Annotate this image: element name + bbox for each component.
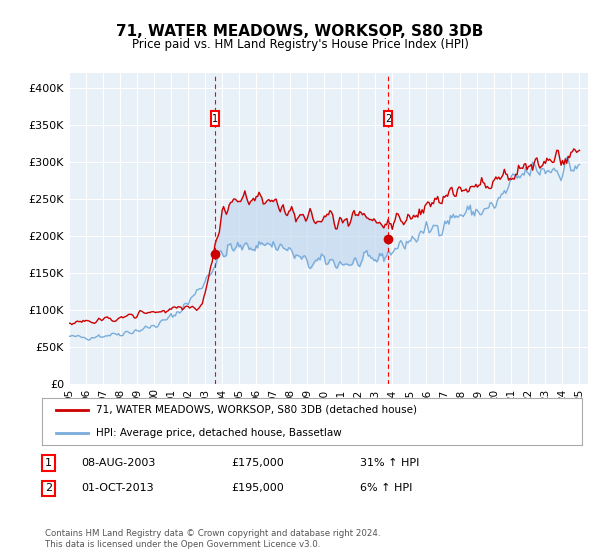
Text: 6% ↑ HPI: 6% ↑ HPI xyxy=(360,483,412,493)
Text: 1: 1 xyxy=(45,458,52,468)
Text: Contains HM Land Registry data © Crown copyright and database right 2024.
This d: Contains HM Land Registry data © Crown c… xyxy=(45,529,380,549)
Text: 2: 2 xyxy=(385,114,391,124)
Text: 2: 2 xyxy=(45,483,52,493)
Text: 08-AUG-2003: 08-AUG-2003 xyxy=(81,458,155,468)
Text: HPI: Average price, detached house, Bassetlaw: HPI: Average price, detached house, Bass… xyxy=(96,428,342,438)
Text: 01-OCT-2013: 01-OCT-2013 xyxy=(81,483,154,493)
Text: 1: 1 xyxy=(212,114,218,124)
Bar xyxy=(211,111,219,126)
Text: Price paid vs. HM Land Registry's House Price Index (HPI): Price paid vs. HM Land Registry's House … xyxy=(131,38,469,50)
Text: 71, WATER MEADOWS, WORKSOP, S80 3DB: 71, WATER MEADOWS, WORKSOP, S80 3DB xyxy=(116,24,484,39)
Text: £195,000: £195,000 xyxy=(231,483,284,493)
Text: £175,000: £175,000 xyxy=(231,458,284,468)
Text: 31% ↑ HPI: 31% ↑ HPI xyxy=(360,458,419,468)
Bar xyxy=(384,111,392,126)
Text: 71, WATER MEADOWS, WORKSOP, S80 3DB (detached house): 71, WATER MEADOWS, WORKSOP, S80 3DB (det… xyxy=(96,404,417,414)
